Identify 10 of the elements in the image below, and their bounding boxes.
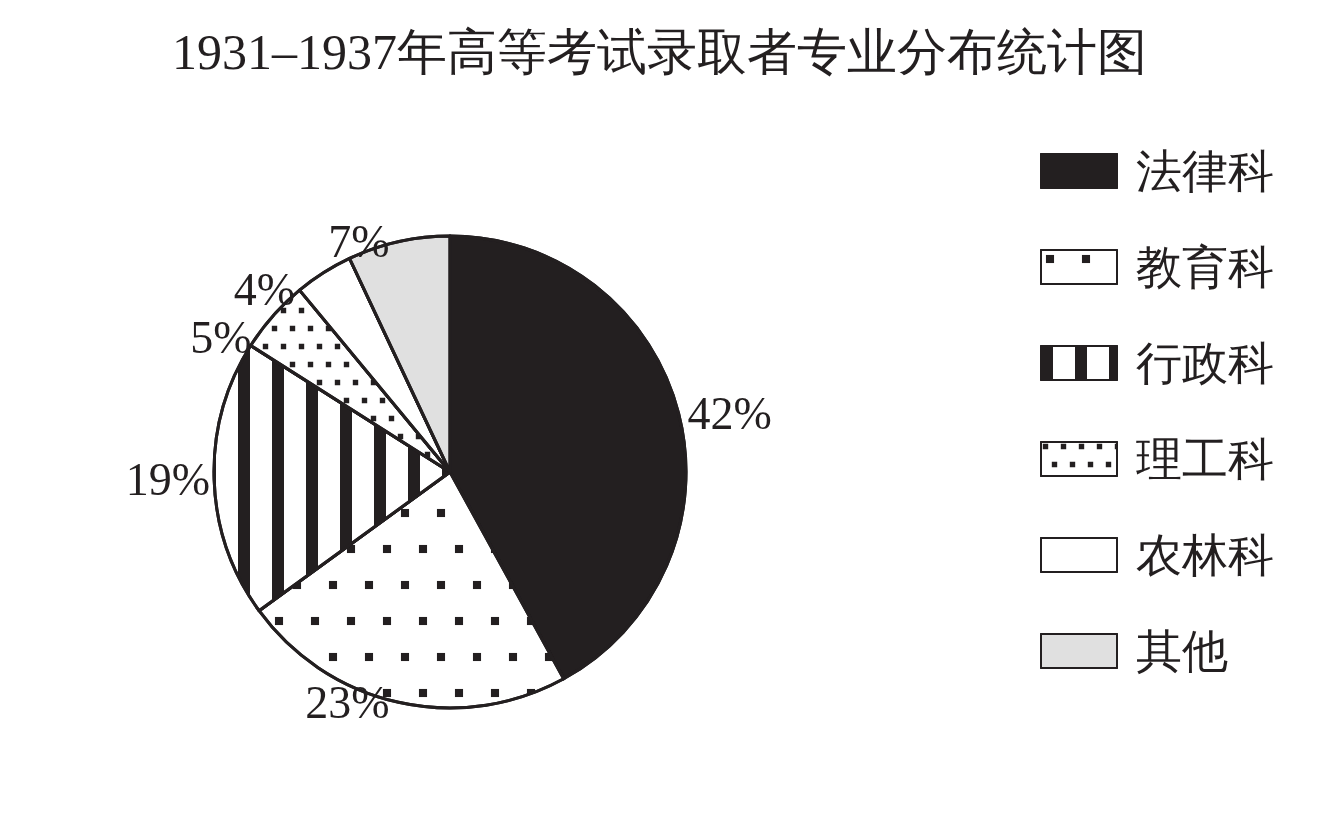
legend-label: 行政科 <box>1136 337 1274 389</box>
legend-label: 法律科 <box>1136 145 1274 197</box>
legend-label: 其他 <box>1136 625 1228 677</box>
data-label: 23% <box>305 676 390 728</box>
data-label: 42% <box>687 387 772 439</box>
legend-label: 理工科 <box>1136 433 1274 485</box>
data-label: 19% <box>125 453 211 505</box>
legend-label: 教育科 <box>1136 241 1274 293</box>
legend-label: 农林科 <box>1136 529 1274 581</box>
chart-title: 1931–1937年高等考试录取者专业分布统计图 <box>172 24 1147 80</box>
